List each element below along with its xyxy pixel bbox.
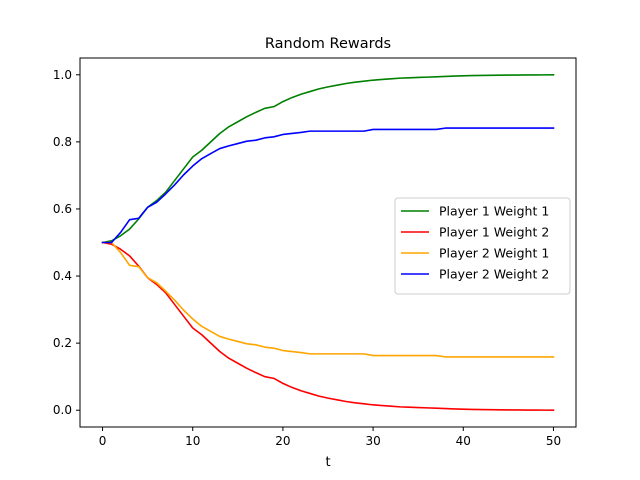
- ticks-layer: 0 10 20 30 40 50 0.0 0.2 0.4 0.6 0.8 1.0: [53, 68, 561, 448]
- x-tick-label: 0: [99, 434, 107, 448]
- series-line-2: [101, 241, 555, 411]
- y-tick-label: 0.8: [53, 135, 72, 149]
- y-tick-label: 0.2: [53, 336, 72, 350]
- x-tick-label: 50: [546, 434, 561, 448]
- y-tick-label: 1.0: [53, 68, 72, 82]
- legend-box: [394, 197, 571, 295]
- series-line-1: [101, 74, 555, 244]
- y-tick-label: 0.0: [53, 403, 72, 417]
- legend-entry-2: Player 1 Weight 2: [439, 225, 549, 240]
- y-tick-label: 0.4: [53, 269, 72, 283]
- legend: Player 1 Weight 1 Player 1 Weight 2 Player…: [394, 197, 571, 295]
- series-line-3: [101, 241, 555, 358]
- y-tick-label: 0.6: [53, 202, 72, 216]
- x-axis-label: t: [325, 455, 330, 470]
- series-layer: [101, 74, 555, 411]
- x-tick-label: 20: [275, 434, 290, 448]
- legend-entry-3: Player 2 Weight 1: [439, 246, 549, 261]
- plot-frame: [79, 57, 577, 428]
- x-tick-label: 30: [365, 434, 380, 448]
- legend-entry-1: Player 1 Weight 1: [439, 204, 549, 219]
- legend-entry-4: Player 2 Weight 2: [439, 267, 549, 282]
- chart-title: Random Rewards: [265, 36, 391, 52]
- x-tick-label: 40: [456, 434, 471, 448]
- series-line-4: [101, 127, 555, 244]
- x-tick-label: 10: [185, 434, 200, 448]
